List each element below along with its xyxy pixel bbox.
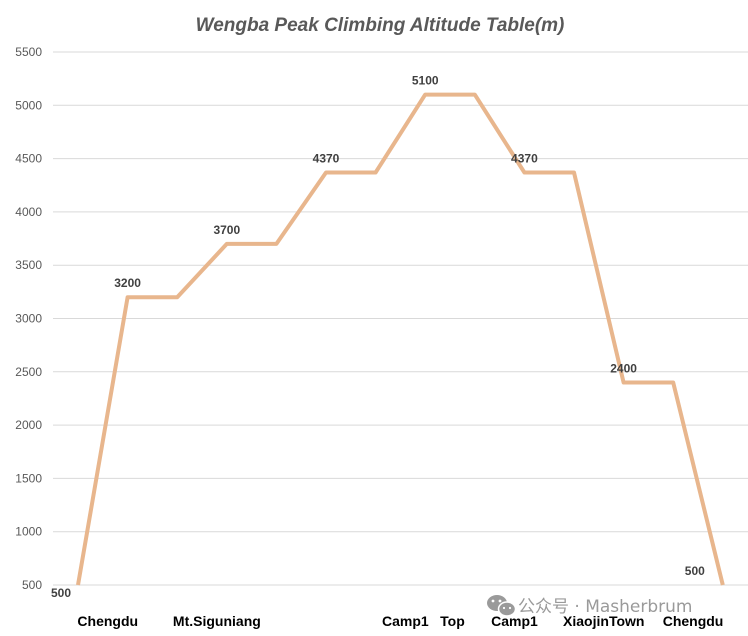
series — [76, 92, 725, 586]
y-tick-label-500: 500 — [22, 578, 42, 592]
data-label-3: 4370 — [313, 151, 340, 165]
x-axis: Chengdu Mt.Siguniang Camp1 Top Camp1 XiaojinT… — [77, 613, 723, 629]
x-category-label-3: Top — [440, 613, 465, 629]
data-label-6: 2400 — [610, 361, 637, 375]
x-category-label-5: XiaojinTown — [563, 613, 644, 629]
y-tick-label-1500: 1500 — [15, 471, 42, 485]
y-tick-label-3500: 3500 — [15, 258, 42, 272]
y-tick-label-2000: 2000 — [15, 418, 42, 432]
chart-title: Wengba Peak Climbing Altitude Table(m) — [196, 15, 565, 36]
y-tick-label-1000: 1000 — [15, 525, 42, 539]
y-tick-label-4500: 4500 — [15, 152, 42, 166]
x-category-label-1: Mt.Siguniang — [173, 613, 261, 629]
data-label-7: 500 — [685, 564, 705, 578]
data-label-5: 4370 — [511, 151, 538, 165]
y-axis: 500 1000 1500 2000 2500 3000 3500 4000 4500 5000 5… — [15, 45, 42, 592]
x-category-label-6: Chengdu — [663, 613, 724, 629]
watermark-text: 公众号 · Masherbrum — [518, 597, 693, 617]
data-label-2: 3700 — [213, 223, 240, 237]
data-label-1: 3200 — [114, 276, 141, 290]
data-label-4: 5100 — [412, 74, 439, 88]
data-label-0: 500 — [51, 586, 71, 600]
grid — [53, 51, 748, 586]
series-line-0 — [76, 92, 725, 586]
x-category-label-0: Chengdu — [77, 613, 138, 629]
y-tick-label-2500: 2500 — [15, 365, 42, 379]
y-tick-label-5000: 5000 — [15, 98, 42, 112]
y-tick-label-5500: 5500 — [15, 45, 42, 59]
data-labels: 500 3200 3700 4370 5100 4370 2400 500 — [51, 74, 705, 600]
x-category-label-2: Camp1 — [382, 613, 429, 629]
watermark: 公众号 · Masherbrum — [487, 595, 693, 617]
y-tick-label-4000: 4000 — [15, 205, 42, 219]
x-category-label-4: Camp1 — [491, 613, 538, 629]
wechat-icon — [487, 595, 517, 617]
y-tick-label-3000: 3000 — [15, 312, 42, 326]
